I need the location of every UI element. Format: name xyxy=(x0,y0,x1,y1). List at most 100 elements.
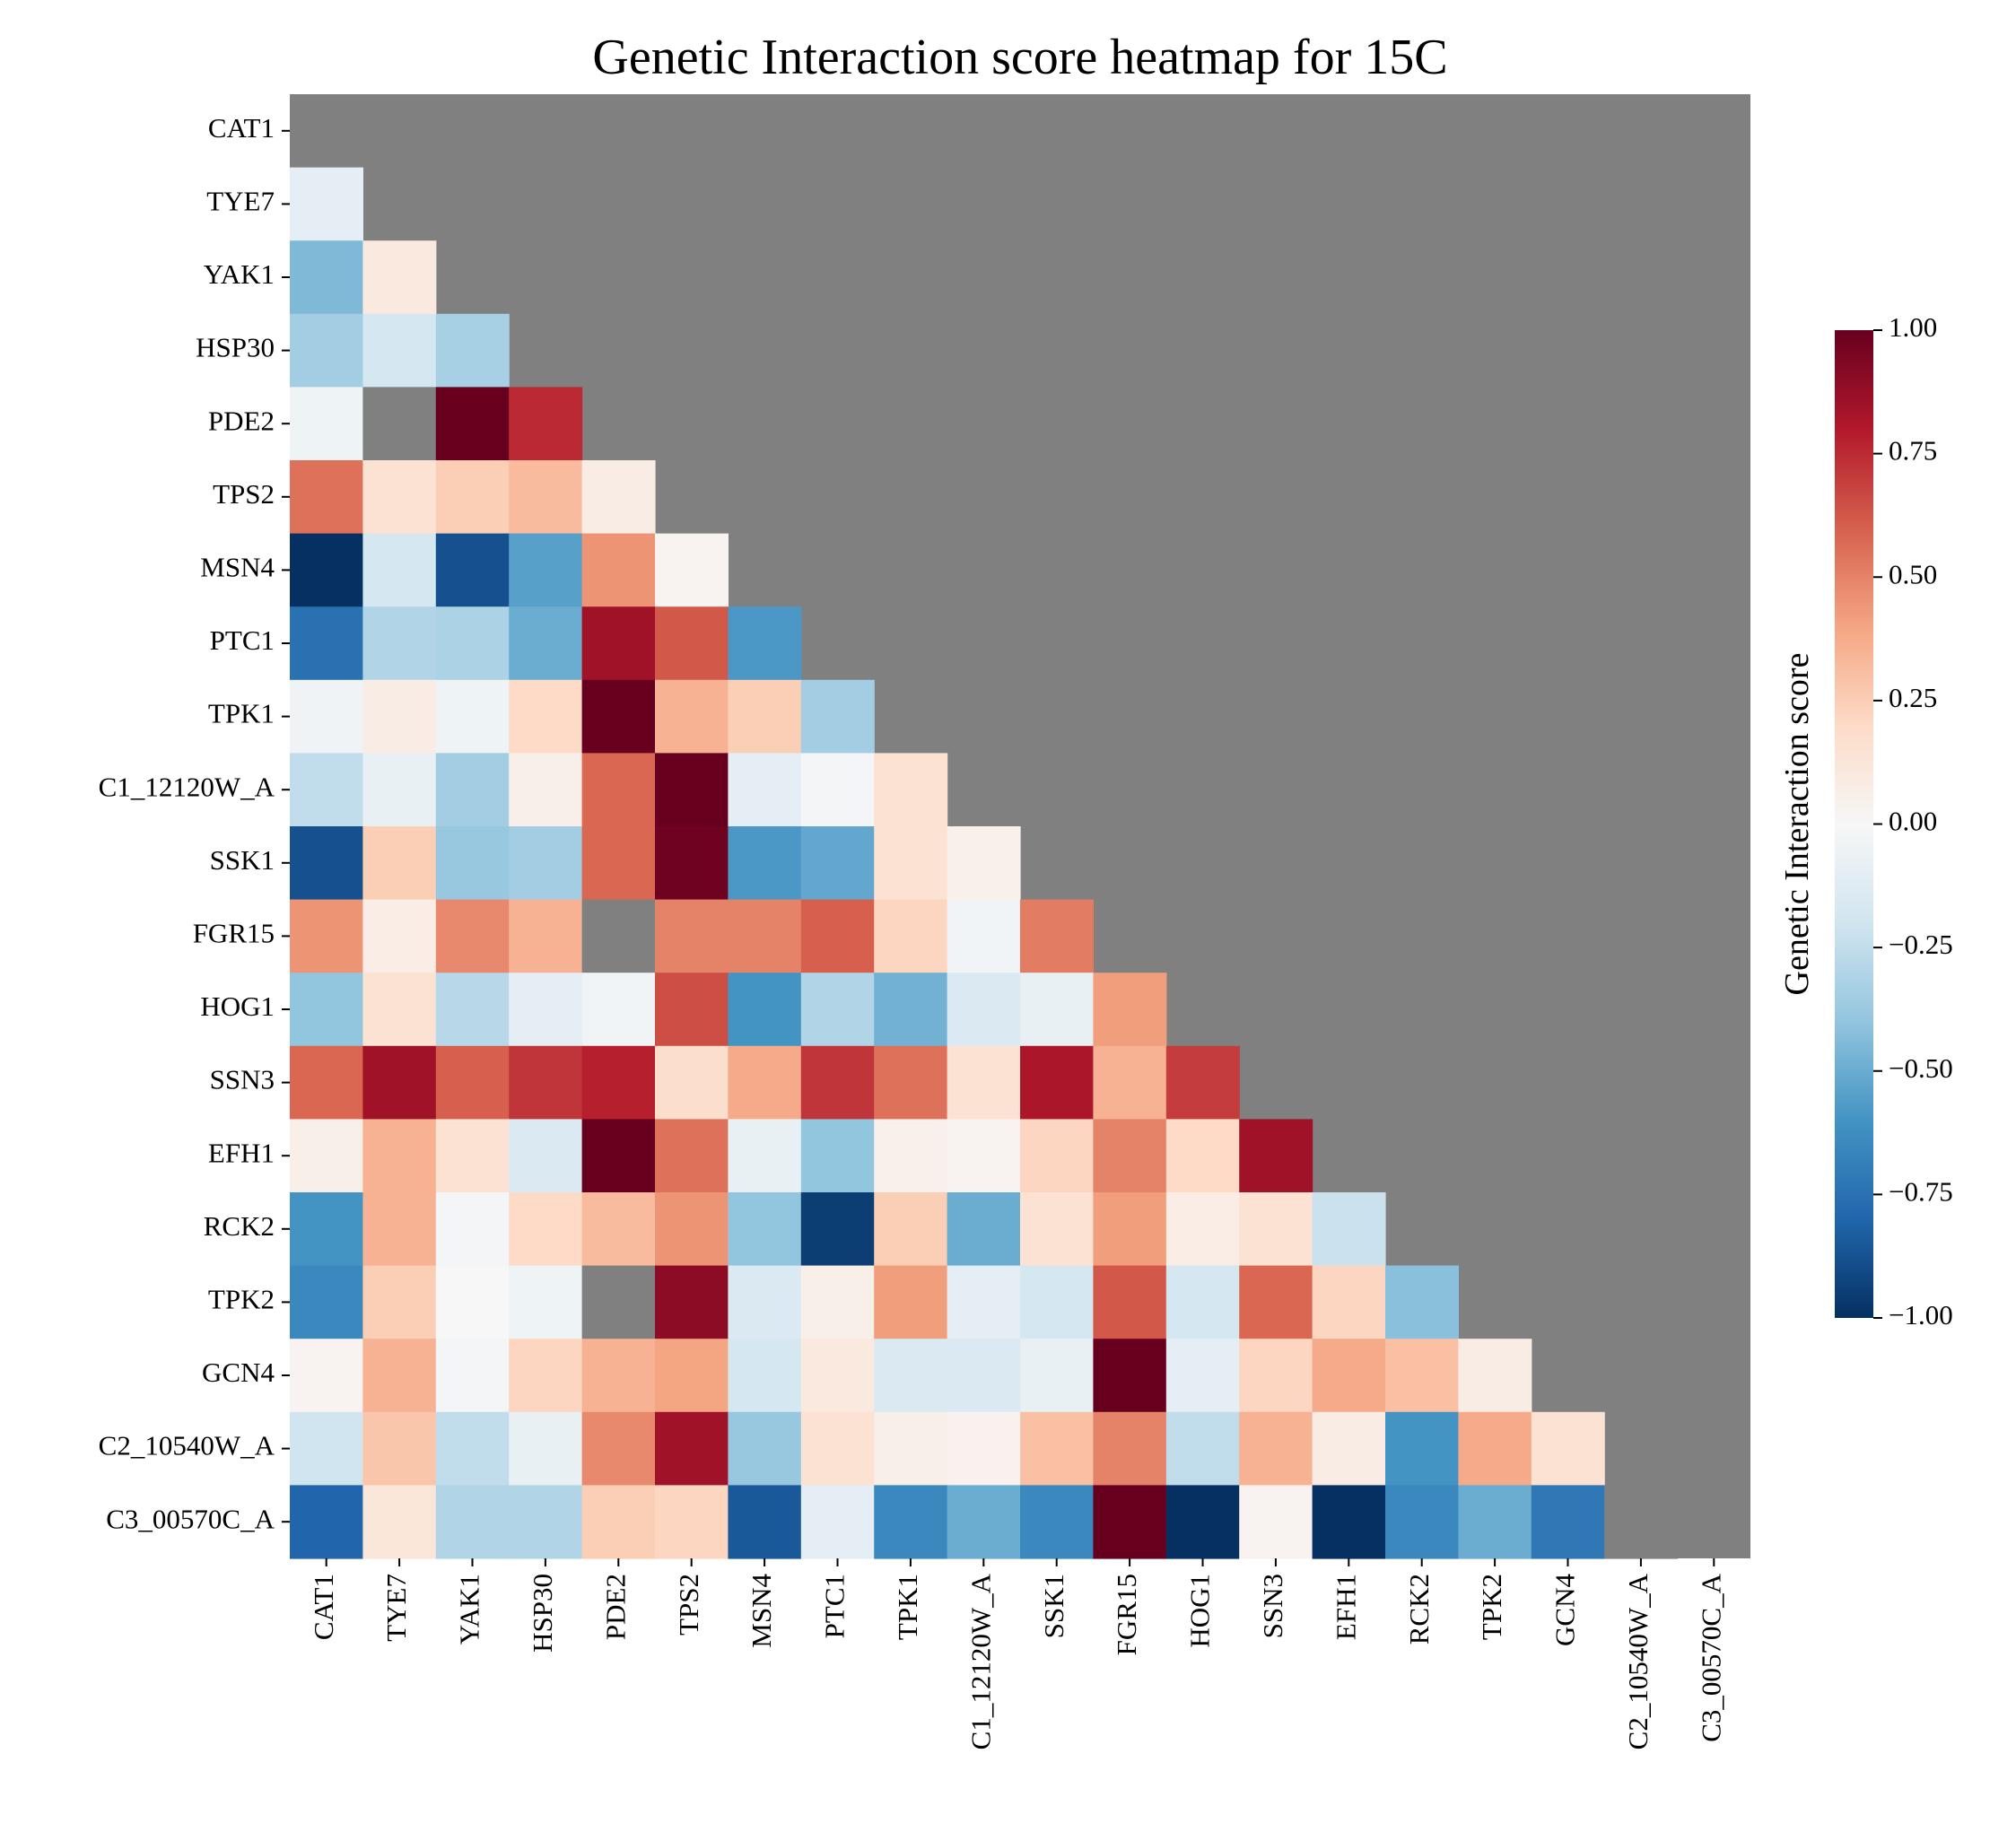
heatmap-cell-PDE2-CAT1 xyxy=(290,387,363,461)
heatmap-cell-SSN3-MSN4 xyxy=(728,1045,802,1120)
heatmap-cell-HOG1-HSP30 xyxy=(509,973,583,1047)
colorbar-tick-label: 0.00 xyxy=(1889,806,1937,837)
y-tick-label: HOG1 xyxy=(200,990,275,1022)
heatmap-cell-SSN3-TPK1 xyxy=(874,1045,948,1120)
x-tick-label: CAT1 xyxy=(308,1574,339,1640)
x-tick-label: TPK1 xyxy=(892,1574,923,1640)
heatmap-cell-C3_00570C_A-TPK2 xyxy=(1458,1485,1532,1559)
heatmap-cell-EFH1-HSP30 xyxy=(509,1119,583,1193)
heatmap-cell-GCN4-TYE7 xyxy=(362,1339,437,1413)
heatmap-cell-C3_00570C_A-YAK1 xyxy=(435,1485,510,1559)
heatmap-cell-TPK2-CAT1 xyxy=(290,1265,363,1339)
heatmap-cell-TPK2-HOG1 xyxy=(1165,1265,1240,1339)
heatmap-cell-PTC1-YAK1 xyxy=(435,606,510,681)
heatmap-cell-PTC1-PDE2 xyxy=(581,606,656,681)
heatmap-cell-MSN4-PDE2 xyxy=(581,533,656,607)
heatmap-cell-HOG1-TYE7 xyxy=(362,973,437,1047)
x-tick-label: YAK1 xyxy=(454,1574,485,1644)
x-tick-label: C3_00570C_A xyxy=(1695,1573,1726,1741)
heatmap-cell-GCN4-SSN3 xyxy=(1239,1339,1313,1413)
x-tick-label: C2_10540W_A xyxy=(1622,1573,1654,1749)
heatmap-cell-C2_10540W_A-GCN4 xyxy=(1531,1411,1605,1486)
heatmap-cell-C2_10540W_A-RCK2 xyxy=(1385,1411,1459,1486)
x-tick-label: EFH1 xyxy=(1330,1574,1361,1640)
y-tick-label: TPK2 xyxy=(208,1284,275,1315)
y-tick-label: TPS2 xyxy=(213,478,275,510)
heatmap-cell-C1_12120W_A-TPS2 xyxy=(655,753,729,827)
heatmap-cell-TPK1-PTC1 xyxy=(800,679,875,754)
heatmap-cell-EFH1-TPK1 xyxy=(874,1119,948,1193)
heatmap-cell-PTC1-CAT1 xyxy=(290,606,363,681)
heatmap-cell-RCK2-MSN4 xyxy=(728,1192,802,1267)
x-tick-label: HOG1 xyxy=(1184,1574,1216,1648)
heatmap-cell-EFH1-YAK1 xyxy=(435,1119,510,1193)
x-tick-label: MSN4 xyxy=(746,1574,777,1648)
heatmap-cell-C2_10540W_A-FGR15 xyxy=(1093,1411,1167,1486)
heatmap-cell-C2_10540W_A-EFH1 xyxy=(1312,1411,1386,1486)
heatmap-cell-TPK2-HSP30 xyxy=(509,1265,583,1339)
heatmap-cell-FGR15-C1_12120W_A xyxy=(947,899,1021,973)
y-tick-label: C3_00570C_A xyxy=(106,1503,275,1534)
heatmap-cell-EFH1-TYE7 xyxy=(362,1119,437,1193)
heatmap-cell-C2_10540W_A-TYE7 xyxy=(362,1411,437,1486)
y-tick-label: GCN4 xyxy=(202,1357,275,1388)
heatmap-cell-C2_10540W_A-TPK1 xyxy=(874,1411,948,1486)
x-axis-ticks: CAT1 TYE7 YAK1 HSP30 PDE2 TPS2 MSN4 PTC1 TPK1 C1_… xyxy=(308,1558,1726,1749)
heatmap-cell-FGR15-PDE2 xyxy=(581,899,656,973)
heatmap-cell-PTC1-HSP30 xyxy=(509,606,583,681)
y-tick-label: C1_12120W_A xyxy=(99,771,275,802)
heatmap-cell-C3_00570C_A-RCK2 xyxy=(1385,1485,1459,1559)
heatmap-cell-HSP30-YAK1 xyxy=(435,313,510,388)
heatmap-cell-C2_10540W_A-SSN3 xyxy=(1239,1411,1313,1486)
heatmap-cell-PTC1-TPS2 xyxy=(655,606,729,681)
heatmap-cell-HOG1-FGR15 xyxy=(1093,973,1167,1047)
heatmap-cell-RCK2-TYE7 xyxy=(362,1192,437,1267)
y-tick-label: PDE2 xyxy=(208,405,275,436)
heatmap-cell-GCN4-C1_12120W_A xyxy=(947,1339,1021,1413)
heatmap-cell-SSK1-C1_12120W_A xyxy=(947,826,1021,901)
heatmap-cell-EFH1-SSK1 xyxy=(1020,1119,1094,1193)
y-tick-label: EFH1 xyxy=(208,1137,275,1168)
heatmap-cell-PDE2-HSP30 xyxy=(509,387,583,461)
heatmap-cell-RCK2-C1_12120W_A xyxy=(947,1192,1021,1267)
heatmap-cell-SSN3-HSP30 xyxy=(509,1045,583,1120)
heatmap-cell-C2_10540W_A-CAT1 xyxy=(290,1411,363,1486)
heatmap-cell-C2_10540W_A-SSK1 xyxy=(1020,1411,1094,1486)
heatmap-cell-C3_00570C_A-MSN4 xyxy=(728,1485,802,1559)
heatmap-cell-RCK2-TPK1 xyxy=(874,1192,948,1267)
heatmap-cell-SSN3-PDE2 xyxy=(581,1045,656,1120)
x-tick-label: HSP30 xyxy=(527,1574,558,1653)
heatmap-cell-TPK2-SSK1 xyxy=(1020,1265,1094,1339)
colorbar-tick-label: −1.00 xyxy=(1889,1299,1953,1330)
heatmap-cell-RCK2-TPS2 xyxy=(655,1192,729,1267)
heatmap-cell-HOG1-MSN4 xyxy=(728,973,802,1047)
heatmap-cell-C2_10540W_A-YAK1 xyxy=(435,1411,510,1486)
heatmap-cell-TPK2-MSN4 xyxy=(728,1265,802,1339)
heatmap-cell-C3_00570C_A-FGR15 xyxy=(1093,1485,1167,1559)
heatmap-cell-TPK2-PDE2 xyxy=(581,1265,656,1339)
heatmap-cell-SSN3-TPS2 xyxy=(655,1045,729,1120)
heatmap-cell-SSK1-YAK1 xyxy=(435,826,510,901)
heatmap-cell-TPK2-C1_12120W_A xyxy=(947,1265,1021,1339)
heatmap-cell-TPK1-CAT1 xyxy=(290,679,363,754)
heatmap-cell-HOG1-C1_12120W_A xyxy=(947,973,1021,1047)
heatmap-cell-GCN4-MSN4 xyxy=(728,1339,802,1413)
heatmap-cell-SSK1-MSN4 xyxy=(728,826,802,901)
heatmap-cell-MSN4-TPS2 xyxy=(655,533,729,607)
heatmap-cell-TPS2-HSP30 xyxy=(509,460,583,535)
heatmap-cell-TPK2-SSN3 xyxy=(1239,1265,1313,1339)
heatmap-cell-FGR15-TPS2 xyxy=(655,899,729,973)
heatmap-cell-FGR15-TYE7 xyxy=(362,899,437,973)
heatmap-cell-FGR15-HSP30 xyxy=(509,899,583,973)
x-tick-label: C1_12120W_A xyxy=(964,1573,996,1749)
x-tick-label: TPK2 xyxy=(1476,1574,1507,1640)
y-tick-label: YAK1 xyxy=(204,258,275,290)
heatmap-cell-TPK2-TYE7 xyxy=(362,1265,437,1339)
heatmap-cell-C1_12120W_A-PTC1 xyxy=(800,753,875,827)
heatmap-cell-PTC1-TYE7 xyxy=(362,606,437,681)
heatmap-cell-FGR15-YAK1 xyxy=(435,899,510,973)
heatmap-cell-EFH1-PDE2 xyxy=(581,1119,656,1193)
heatmap-cell-PDE2-TYE7 xyxy=(362,387,437,461)
heatmap-cell-EFH1-C1_12120W_A xyxy=(947,1119,1021,1193)
